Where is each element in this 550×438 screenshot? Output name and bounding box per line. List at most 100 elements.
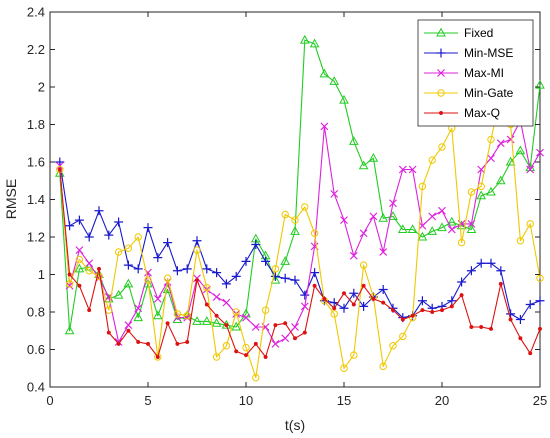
data-point-fixed (113, 289, 124, 299)
data-point-fixed (211, 318, 222, 327)
data-point-max-q (361, 283, 366, 288)
data-point-min-gate (271, 265, 280, 273)
data-point-min-gate (359, 261, 368, 269)
data-point-max-mi (477, 165, 486, 174)
data-point-min-gate (95, 272, 103, 281)
data-point-fixed (339, 94, 349, 104)
data-point-fixed (505, 156, 516, 166)
data-point-min-gate (399, 332, 407, 341)
data-point-max-mi (291, 323, 299, 331)
data-point-max-mi (349, 251, 358, 260)
data-point-min-mse (270, 271, 280, 281)
data-point-fixed (417, 231, 428, 241)
y-tick-label: 1.8 (27, 117, 45, 132)
data-point-fixed (319, 68, 330, 78)
data-point-min-mse (74, 215, 84, 225)
data-point-min-mse (447, 296, 457, 306)
y-tick-label: 2 (38, 80, 45, 95)
y-axis-label: RMSE (3, 179, 19, 219)
data-point-fixed (358, 160, 369, 170)
data-point-min-mse (476, 258, 486, 268)
data-point-min-mse (251, 240, 261, 249)
data-point-max-q (224, 323, 229, 328)
data-point-min-gate (203, 283, 211, 292)
x-tick-label: 10 (239, 393, 253, 408)
data-point-min-mse (182, 264, 192, 274)
data-point-min-gate (310, 229, 319, 237)
data-point-max-q (175, 341, 180, 346)
data-point-max-mi (398, 165, 407, 174)
data-point-max-mi (242, 313, 250, 322)
data-point-min-mse (339, 303, 349, 313)
data-point-max-q (106, 330, 111, 335)
data-point-fixed (299, 34, 310, 44)
data-point-max-mi (65, 281, 74, 290)
data-point-min-gate (75, 255, 84, 264)
legend-item-max-q: Max-Q (424, 106, 500, 120)
data-point-min-gate (252, 373, 260, 382)
data-point-max-mi (300, 302, 309, 311)
data-point-max-q (263, 354, 268, 360)
data-point-min-mse (241, 256, 251, 266)
legend-marker-max-mi (437, 69, 445, 77)
data-point-max-mi (359, 229, 368, 238)
data-point-min-gate (163, 274, 172, 282)
data-point-min-gate (457, 238, 466, 247)
data-point-min-mse (280, 273, 290, 283)
x-tick-label: 0 (46, 393, 53, 408)
data-point-max-q (243, 353, 249, 358)
data-point-fixed (143, 278, 153, 288)
data-point-max-mi (222, 298, 231, 307)
data-point-max-mi (75, 246, 84, 255)
data-point-fixed (446, 216, 457, 226)
legend-label: Min-MSE (464, 46, 513, 60)
data-point-fixed (74, 263, 85, 273)
legend-item-max-mi: Max-MI (424, 66, 504, 80)
data-point-max-q (332, 306, 337, 311)
data-point-max-q (312, 283, 317, 288)
data-point-min-gate (193, 246, 201, 254)
data-point-min-gate (350, 351, 358, 359)
data-point-max-q (459, 293, 464, 298)
data-point-min-mse (466, 266, 476, 276)
data-point-min-gate (438, 143, 446, 151)
data-point-max-q (469, 324, 474, 330)
data-point-min-mse (65, 221, 75, 231)
legend-label: Max-MI (464, 66, 504, 80)
series-min-gate (56, 90, 544, 382)
data-point-max-mi (487, 154, 495, 163)
data-point-max-q (498, 281, 503, 286)
data-point-fixed (280, 256, 291, 265)
data-point-max-q (67, 272, 72, 277)
data-point-fixed (192, 316, 202, 325)
series-min-mse (55, 157, 545, 324)
y-tick-label: 1.6 (27, 155, 45, 170)
data-point-max-q (420, 308, 425, 313)
data-point-min-mse (290, 275, 300, 285)
data-point-max-q (273, 323, 278, 328)
data-point-max-q (381, 300, 386, 305)
data-point-min-gate (232, 308, 240, 316)
data-point-max-mi (496, 139, 505, 148)
data-point-min-mse (221, 279, 231, 289)
x-tick-label: 15 (337, 393, 351, 408)
data-point-max-mi (526, 165, 535, 174)
data-point-min-gate (291, 216, 299, 224)
data-point-max-mi (251, 323, 260, 331)
data-point-fixed (495, 175, 506, 185)
data-point-max-q (390, 308, 396, 313)
y-tick-label: 1.4 (27, 192, 45, 207)
data-point-max-q (57, 167, 62, 172)
data-point-fixed (437, 222, 447, 232)
data-point-min-mse (457, 277, 467, 287)
data-point-max-q (126, 328, 131, 333)
data-point-min-gate (114, 248, 123, 256)
data-point-fixed (221, 319, 232, 329)
data-point-min-gate (85, 267, 93, 275)
data-point-fixed (535, 79, 545, 89)
data-point-min-gate (477, 182, 485, 191)
x-tick-label: 20 (435, 393, 449, 408)
data-point-min-mse (417, 296, 427, 306)
data-point-max-q (253, 341, 258, 346)
